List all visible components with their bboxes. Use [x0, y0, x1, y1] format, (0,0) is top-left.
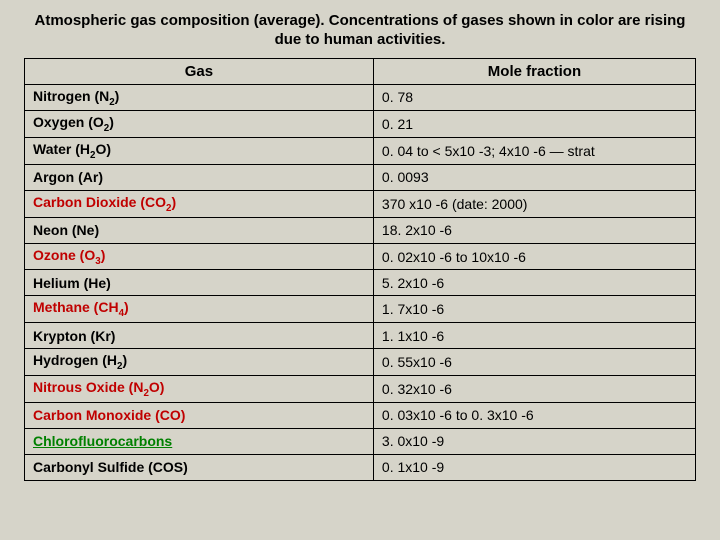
gas-cell: Neon (Ne)	[25, 217, 374, 243]
table-row: Methane (CH4) 1. 7x10 -6	[25, 296, 696, 323]
molefraction-cell: 370 x10 -6 (date: 2000)	[373, 190, 695, 217]
col-header-gas: Gas	[25, 58, 374, 84]
molefraction-cell: 0. 02x10 -6 to 10x10 -6	[373, 243, 695, 270]
gas-name: Carbon Dioxide (CO2)	[33, 194, 176, 210]
gas-name: Methane (CH4)	[33, 299, 129, 315]
table-row: Oxygen (O2) 0. 21	[25, 111, 696, 138]
molefraction-cell: 1. 1x10 -6	[373, 323, 695, 349]
table-row: Carbon Dioxide (CO2) 370 x10 -6 (date: 20…	[25, 190, 696, 217]
gas-cell: Carbon Monoxide (CO)	[25, 402, 374, 428]
gas-cell: Krypton (Kr)	[25, 323, 374, 349]
molefraction-cell: 5. 2x10 -6	[373, 270, 695, 296]
gas-cell: Hydrogen (H2)	[25, 349, 374, 376]
gas-cell: Carbon Dioxide (CO2)	[25, 190, 374, 217]
gas-name: Helium (He)	[33, 275, 111, 291]
table-row: Chlorofluorocarbons 3. 0x10 -9	[25, 428, 696, 454]
molefraction-cell: 18. 2x10 -6	[373, 217, 695, 243]
gas-name: Water (H2O)	[33, 141, 111, 157]
gas-name: Hydrogen (H2)	[33, 352, 127, 368]
table-row: Nitrous Oxide (N2O) 0. 32x10 -6	[25, 376, 696, 403]
gas-cell: Methane (CH4)	[25, 296, 374, 323]
table-header-row: Gas Mole fraction	[25, 58, 696, 84]
gas-name: Argon (Ar)	[33, 169, 103, 185]
molefraction-cell: 0. 03x10 -6 to 0. 3x10 -6	[373, 402, 695, 428]
table-row: Nitrogen (N2) 0. 78	[25, 84, 696, 111]
gas-name: Carbon Monoxide (CO)	[33, 407, 185, 423]
table-row: Carbon Monoxide (CO) 0. 03x10 -6 to 0. 3x…	[25, 402, 696, 428]
gas-cell: Nitrous Oxide (N2O)	[25, 376, 374, 403]
gas-cell: Argon (Ar)	[25, 164, 374, 190]
molefraction-cell: 0. 32x10 -6	[373, 376, 695, 403]
table-row: Krypton (Kr) 1. 1x10 -6	[25, 323, 696, 349]
molefraction-cell: 0. 55x10 -6	[373, 349, 695, 376]
page-title: Atmospheric gas composition (average). C…	[24, 12, 696, 50]
gas-name: Nitrogen (N2)	[33, 88, 119, 104]
gas-cell: Nitrogen (N2)	[25, 84, 374, 111]
molefraction-cell: 0. 0093	[373, 164, 695, 190]
gas-cell: Chlorofluorocarbons	[25, 428, 374, 454]
table-row: Water (H2O) 0. 04 to < 5x10 -3; 4x10 -6 —…	[25, 138, 696, 165]
molefraction-cell: 1. 7x10 -6	[373, 296, 695, 323]
gas-cell: Water (H2O)	[25, 138, 374, 165]
gas-name: Krypton (Kr)	[33, 328, 115, 344]
gas-name: Carbonyl Sulfide (COS)	[33, 459, 188, 475]
molefraction-cell: 0. 1x10 -9	[373, 454, 695, 480]
gas-name: Nitrous Oxide (N2O)	[33, 379, 164, 395]
table-row: Argon (Ar) 0. 0093	[25, 164, 696, 190]
gas-cell: Oxygen (O2)	[25, 111, 374, 138]
gas-cell: Ozone (O3)	[25, 243, 374, 270]
gas-name: Oxygen (O2)	[33, 114, 114, 130]
molefraction-cell: 0. 04 to < 5x10 -3; 4x10 -6 — strat	[373, 138, 695, 165]
gas-table: Gas Mole fraction Nitrogen (N2)0. 78Oxyg…	[24, 58, 696, 481]
col-header-molefraction: Mole fraction	[373, 58, 695, 84]
molefraction-cell: 0. 78	[373, 84, 695, 111]
table-row: Neon (Ne) 18. 2x10 -6	[25, 217, 696, 243]
gas-name: Ozone (O3)	[33, 247, 105, 263]
table-row: Helium (He) 5. 2x10 -6	[25, 270, 696, 296]
gas-cell: Helium (He)	[25, 270, 374, 296]
molefraction-cell: 0. 21	[373, 111, 695, 138]
table-row: Hydrogen (H2) 0. 55x10 -6	[25, 349, 696, 376]
table-row: Carbonyl Sulfide (COS) 0. 1x10 -9	[25, 454, 696, 480]
gas-cell: Carbonyl Sulfide (COS)	[25, 454, 374, 480]
gas-name: Neon (Ne)	[33, 222, 99, 238]
table-row: Ozone (O3) 0. 02x10 -6 to 10x10 -6	[25, 243, 696, 270]
molefraction-cell: 3. 0x10 -9	[373, 428, 695, 454]
gas-name: Chlorofluorocarbons	[33, 433, 172, 449]
